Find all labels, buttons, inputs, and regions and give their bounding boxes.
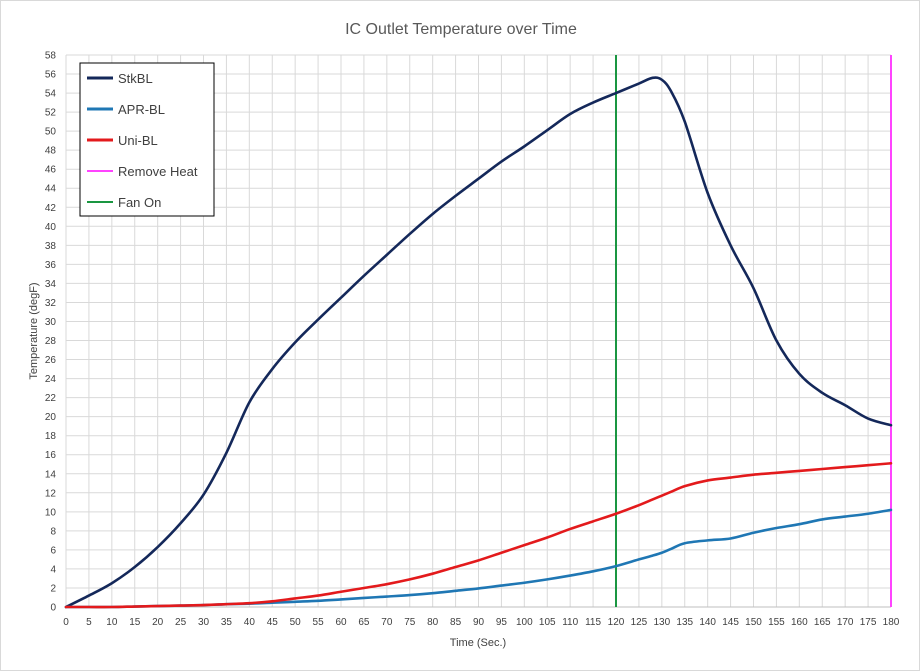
x-tick-label: 5	[86, 617, 92, 628]
y-tick-label: 12	[45, 488, 57, 499]
x-tick-label: 110	[562, 617, 578, 628]
y-tick-label: 52	[45, 108, 57, 119]
x-tick-label: 75	[404, 617, 416, 628]
y-tick-label: 58	[45, 51, 57, 62]
x-tick-label: 10	[106, 617, 118, 628]
y-tick-label: 36	[45, 260, 57, 271]
x-tick-label: 100	[516, 617, 533, 628]
y-tick-label: 22	[45, 393, 57, 404]
y-tick-label: 6	[50, 545, 56, 556]
x-tick-label: 20	[152, 617, 164, 628]
x-tick-label: 180	[883, 617, 900, 628]
legend: StkBL APR-BL Uni-BL Remove Heat Fan On	[79, 62, 215, 217]
x-tick-label: 150	[745, 617, 762, 628]
x-tick-label: 165	[814, 617, 831, 628]
x-tick-label: 135	[676, 617, 693, 628]
y-tick-label: 10	[45, 507, 57, 518]
y-tick-label: 2	[50, 583, 56, 594]
x-axis-title: Time (Sec.)	[450, 637, 506, 649]
y-tick-label: 50	[45, 127, 57, 138]
x-tick-label: 95	[496, 617, 508, 628]
y-tick-label: 26	[45, 355, 57, 366]
y-tick-label: 38	[45, 241, 57, 252]
legend-label: Remove Heat	[118, 164, 198, 179]
y-tick-label: 46	[45, 165, 57, 176]
x-tick-label: 90	[473, 617, 485, 628]
axes: 0246810121416182022242628303234363840424…	[45, 51, 900, 629]
legend-label: APR-BL	[118, 102, 165, 117]
grid	[65, 54, 892, 608]
y-tick-label: 40	[45, 222, 57, 233]
y-tick-label: 48	[45, 146, 57, 157]
x-tick-label: 65	[358, 617, 370, 628]
x-tick-label: 120	[608, 617, 625, 628]
y-tick-label: 8	[50, 526, 56, 537]
x-tick-label: 35	[221, 617, 233, 628]
x-tick-label: 140	[699, 617, 716, 628]
x-tick-label: 50	[290, 617, 302, 628]
x-tick-label: 85	[450, 617, 462, 628]
y-tick-label: 30	[45, 317, 57, 328]
x-tick-label: 170	[837, 617, 854, 628]
chart-title: IC Outlet Temperature over Time	[345, 21, 577, 38]
legend-label: Uni-BL	[118, 133, 158, 148]
x-tick-label: 175	[860, 617, 877, 628]
y-tick-label: 24	[45, 374, 57, 385]
y-tick-label: 44	[45, 184, 57, 195]
series-line-uni-bl	[64, 461, 893, 609]
x-tick-label: 15	[129, 617, 141, 628]
x-tick-label: 0	[63, 617, 69, 628]
y-tick-label: 34	[45, 279, 57, 290]
x-tick-label: 45	[267, 617, 279, 628]
y-tick-label: 56	[45, 70, 57, 81]
x-tick-label: 70	[381, 617, 393, 628]
x-tick-label: 115	[585, 617, 601, 628]
series-lines	[64, 76, 893, 609]
x-tick-label: 80	[427, 617, 439, 628]
x-tick-label: 30	[198, 617, 210, 628]
x-tick-label: 160	[791, 617, 808, 628]
y-tick-label: 28	[45, 336, 57, 347]
x-tick-label: 145	[722, 617, 739, 628]
y-tick-label: 20	[45, 412, 57, 423]
x-tick-label: 25	[175, 617, 187, 628]
x-tick-label: 55	[313, 617, 325, 628]
legend-label: StkBL	[118, 71, 153, 86]
y-tick-label: 42	[45, 203, 57, 214]
x-tick-label: 60	[335, 617, 347, 628]
series-line-stkbl	[64, 76, 893, 609]
y-tick-label: 54	[45, 89, 57, 100]
y-axis-title: Temperature (degF)	[28, 282, 40, 379]
y-tick-label: 16	[45, 450, 57, 461]
x-tick-label: 105	[539, 617, 556, 628]
y-tick-label: 32	[45, 298, 57, 309]
y-tick-label: 4	[50, 564, 56, 575]
x-tick-label: 40	[244, 617, 256, 628]
y-tick-label: 0	[50, 603, 56, 614]
x-tick-label: 130	[653, 617, 670, 628]
y-tick-label: 18	[45, 431, 57, 442]
y-tick-label: 14	[45, 469, 57, 480]
x-tick-label: 155	[768, 617, 785, 628]
x-tick-label: 125	[631, 617, 648, 628]
legend-label: Fan On	[118, 195, 161, 210]
